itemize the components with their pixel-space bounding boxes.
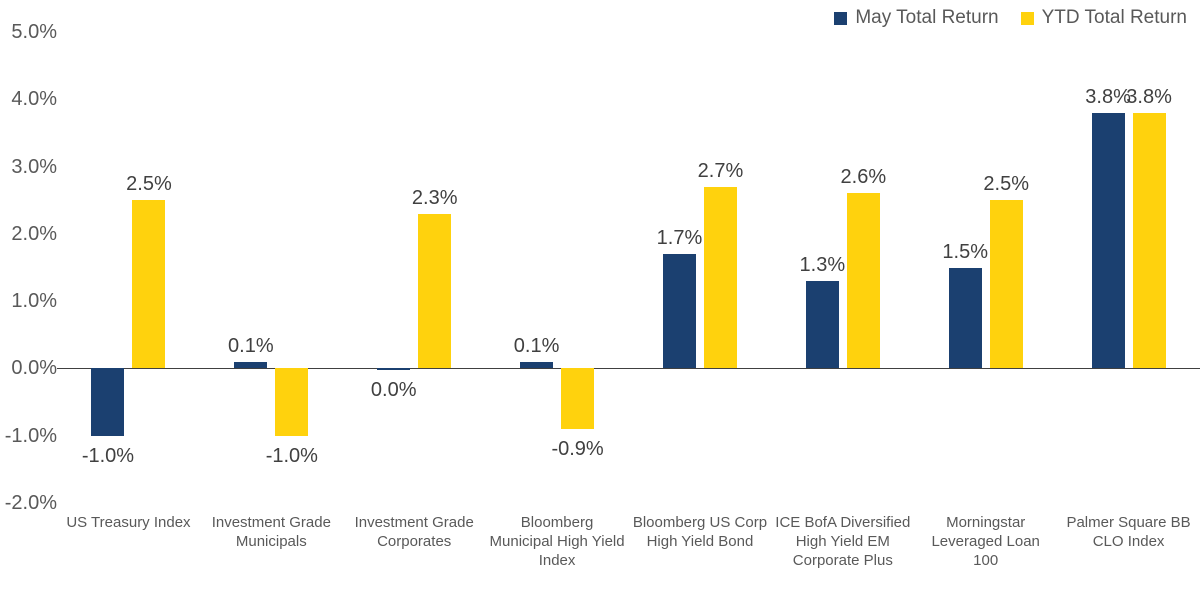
bar-value-label: 2.3% bbox=[411, 186, 458, 209]
bar-ytd-total-return-bloomberg-municipal-high-yield-index bbox=[561, 368, 595, 429]
y-tick-label: -1.0% bbox=[4, 424, 57, 447]
bar-may-total-return-us-treasury-index bbox=[91, 368, 125, 436]
bar-value-label: 1.3% bbox=[799, 253, 846, 276]
bar-ytd-total-return-ice-bofa-diversified-high-yield-em-corporate-plus bbox=[846, 193, 880, 369]
chart-legend: May Total Return YTD Total Return bbox=[834, 6, 1187, 30]
legend-swatch-ytd-total-return bbox=[1020, 11, 1034, 25]
y-tick-label: -2.0% bbox=[4, 492, 57, 514]
bar-value-label: 3.8% bbox=[1126, 85, 1172, 108]
y-tick-label: 2.0% bbox=[11, 222, 57, 245]
bar-may-total-return-bloomberg-municipal-high-yield-index bbox=[520, 361, 554, 369]
x-category-label: Investment Grade Municipals bbox=[211, 514, 331, 550]
bar-value-label: -1.0% bbox=[81, 444, 135, 467]
bar-value-label: 1.5% bbox=[942, 240, 988, 263]
y-tick-label: 3.0% bbox=[11, 155, 57, 178]
x-category-label: Palmer Square BB CLO Index bbox=[1066, 514, 1191, 550]
bar-value-label: 0.1% bbox=[513, 334, 560, 357]
legend-label: YTD Total Return bbox=[1041, 7, 1187, 28]
legend-swatch-may-total-return bbox=[834, 11, 848, 25]
bar-may-total-return-bloomberg-us-corp-high-yield-bond bbox=[662, 254, 696, 369]
bar-value-label: 2.6% bbox=[840, 166, 887, 189]
bar-may-total-return-investment-grade-municipals bbox=[234, 361, 268, 369]
x-category-label: ICE BofA Diversified High Yield EM Corpo… bbox=[775, 514, 911, 569]
legend-item-ytd-total-return: YTD Total Return bbox=[1020, 6, 1187, 30]
y-tick-label: 4.0% bbox=[11, 88, 57, 111]
y-axis: 5.0% 4.0% 3.0% 2.0% 1.0% 0.0% -1.0% -2.0% bbox=[0, 0, 57, 600]
legend-label: May Total Return bbox=[855, 7, 999, 28]
x-category-label: US Treasury Index bbox=[66, 514, 191, 531]
y-tick-label: 1.0% bbox=[11, 290, 57, 313]
bar-ytd-total-return-investment-grade-municipals bbox=[275, 368, 309, 436]
zero-axis-line bbox=[57, 368, 1200, 370]
x-axis-labels: US Treasury Index Investment Grade Munici… bbox=[57, 513, 1200, 600]
bar-value-label: 0.0% bbox=[370, 379, 417, 402]
y-tick-label: 5.0% bbox=[11, 21, 57, 43]
bar-ytd-total-return-palmer-square-bb-clo-index bbox=[1132, 112, 1166, 369]
bar-value-label: 2.7% bbox=[697, 159, 744, 182]
bar-ytd-total-return-investment-grade-corporates bbox=[418, 213, 452, 369]
bar-ytd-total-return-morningstar-leveraged-loan-100 bbox=[989, 200, 1023, 369]
bar-may-total-return-morningstar-leveraged-loan-100 bbox=[948, 267, 982, 369]
bar-may-total-return-investment-grade-corporates bbox=[377, 368, 411, 371]
y-tick-label: 0.0% bbox=[11, 357, 57, 380]
plot-area: -1.0% 2.5% 0.1% -1.0% 0.0% 2.3% 0.1% -0.9% 1.7% 2… bbox=[57, 32, 1200, 503]
bar-may-total-return-palmer-square-bb-clo-index bbox=[1091, 112, 1125, 369]
bar-may-total-return-ice-bofa-diversified-high-yield-em-corporate-plus bbox=[805, 280, 839, 369]
bar-value-label: 2.5% bbox=[983, 173, 1029, 196]
bar-value-label: 2.5% bbox=[126, 173, 172, 196]
x-category-label: Morningstar Leveraged Loan 100 bbox=[931, 514, 1040, 569]
bar-value-label: -1.0% bbox=[265, 444, 318, 467]
bar-ytd-total-return-us-treasury-index bbox=[132, 200, 166, 369]
x-category-label: Bloomberg Municipal High Yield Index bbox=[489, 514, 625, 569]
bar-value-label: -0.9% bbox=[551, 437, 604, 460]
bar-value-label: 3.8% bbox=[1085, 85, 1131, 108]
bar-value-label: 1.7% bbox=[656, 227, 703, 250]
bar-value-label: 0.1% bbox=[228, 334, 274, 357]
x-category-label: Bloomberg US Corp High Yield Bond bbox=[632, 514, 768, 550]
legend-item-may-total-return: May Total Return bbox=[834, 6, 999, 30]
bar-ytd-total-return-bloomberg-us-corp-high-yield-bond bbox=[703, 186, 737, 369]
x-category-label: Investment Grade Corporates bbox=[354, 514, 474, 550]
